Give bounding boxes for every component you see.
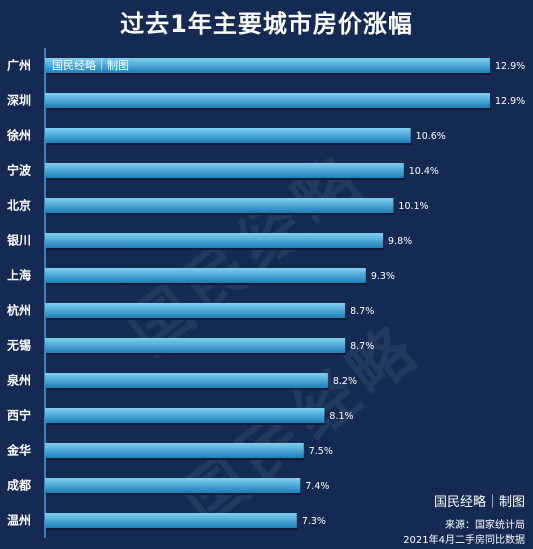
value-label: 9.8% bbox=[388, 236, 412, 247]
value-label: 7.4% bbox=[305, 481, 329, 492]
bar-宁波 bbox=[45, 163, 404, 178]
bar-shadow bbox=[46, 108, 491, 110]
bar-shadow bbox=[46, 73, 491, 75]
bar-金华 bbox=[45, 443, 304, 458]
value-label: 12.9% bbox=[495, 96, 525, 107]
bar-shadow bbox=[46, 423, 326, 425]
bar-杭州 bbox=[45, 303, 346, 318]
category-label: 深圳 bbox=[7, 93, 31, 108]
category-label: 西宁 bbox=[7, 408, 31, 423]
value-label: 12.9% bbox=[495, 61, 525, 72]
category-label: 银川 bbox=[7, 233, 31, 248]
bar-北京 bbox=[45, 198, 394, 213]
value-label: 9.3% bbox=[371, 271, 395, 282]
bar-深圳 bbox=[45, 93, 490, 108]
category-label: 杭州 bbox=[7, 303, 31, 318]
bar-shadow bbox=[46, 318, 347, 320]
bar-上海 bbox=[45, 268, 366, 283]
category-label: 成都 bbox=[7, 478, 31, 493]
source-line: 来源：国家统计局 bbox=[445, 520, 525, 531]
bar-泉州 bbox=[45, 373, 328, 388]
credit-inline: 国民经略｜制图 bbox=[52, 59, 129, 72]
bar-shadow bbox=[46, 143, 412, 145]
bar-西宁 bbox=[45, 408, 325, 423]
value-label: 8.2% bbox=[333, 376, 357, 387]
category-label: 宁波 bbox=[7, 163, 32, 178]
bar-shadow bbox=[46, 493, 302, 495]
bar-无锡 bbox=[45, 338, 346, 353]
value-label: 8.1% bbox=[329, 411, 353, 422]
value-label: 10.1% bbox=[398, 201, 428, 212]
source-note: 来源：国家统计局 2021年4月二手房同比数据 bbox=[403, 518, 525, 548]
value-label: 10.6% bbox=[416, 131, 446, 142]
bar-shadow bbox=[46, 528, 298, 530]
bar-shadow bbox=[46, 178, 405, 180]
value-label: 7.3% bbox=[302, 516, 326, 527]
bar-shadow bbox=[46, 353, 347, 355]
category-label: 北京 bbox=[7, 198, 31, 213]
chart-title: 过去1年主要城市房价涨幅 bbox=[120, 10, 413, 38]
category-label: 徐州 bbox=[6, 128, 31, 143]
category-label: 上海 bbox=[7, 268, 31, 283]
bar-shadow bbox=[46, 248, 385, 250]
bar-成都 bbox=[45, 478, 301, 493]
bar-shadow bbox=[46, 213, 395, 215]
value-label: 8.7% bbox=[350, 306, 374, 317]
source-date-line: 2021年4月二手房同比数据 bbox=[403, 535, 525, 546]
category-label: 温州 bbox=[7, 514, 31, 528]
value-label: 7.5% bbox=[309, 446, 333, 457]
bar-广州 bbox=[45, 58, 490, 73]
bar-温州 bbox=[45, 513, 297, 528]
bar-shadow bbox=[46, 283, 367, 285]
value-label: 10.4% bbox=[409, 166, 439, 177]
bar-徐州 bbox=[45, 128, 411, 143]
category-label: 无锡 bbox=[6, 338, 31, 353]
bar-银川 bbox=[45, 233, 384, 248]
category-label: 金华 bbox=[6, 443, 31, 458]
category-label: 广州 bbox=[7, 58, 31, 73]
credit-bottom: 国民经略｜制图 bbox=[433, 495, 525, 510]
bar-shadow bbox=[46, 458, 305, 460]
value-label: 8.7% bbox=[350, 341, 374, 352]
category-label: 泉州 bbox=[7, 373, 31, 388]
bar-shadow bbox=[46, 388, 329, 390]
